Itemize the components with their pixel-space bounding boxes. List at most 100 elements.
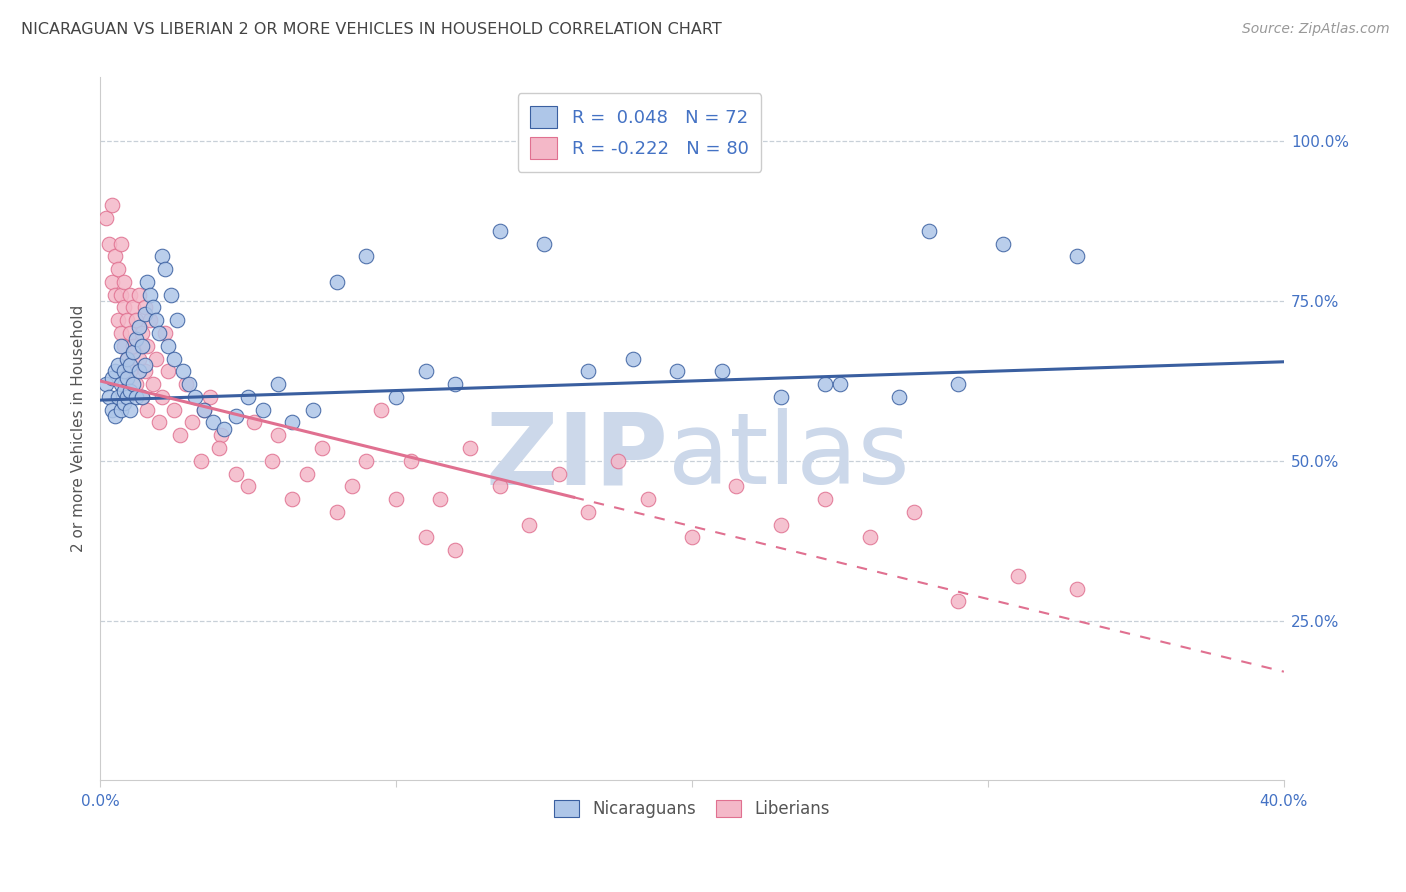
Point [637, 492, 659, 507]
Point [172, 364, 194, 378]
Point [356, 249, 378, 263]
Point [124, 390, 146, 404]
Point [243, 416, 266, 430]
Point [607, 454, 630, 468]
Point [281, 492, 304, 507]
Point [115, 370, 138, 384]
Point [112, 339, 135, 353]
Point [710, 364, 733, 378]
Point [236, 479, 259, 493]
Point [193, 402, 215, 417]
Point [118, 326, 141, 340]
Point [356, 454, 378, 468]
Text: atlas: atlas [668, 409, 910, 506]
Point [225, 409, 247, 423]
Point [121, 301, 143, 315]
Point [107, 262, 129, 277]
Point [429, 492, 451, 507]
Point [136, 402, 159, 417]
Text: NICARAGUAN VS LIBERIAN 2 OR MORE VEHICLES IN HOUSEHOLD CORRELATION CHART: NICARAGUAN VS LIBERIAN 2 OR MORE VEHICLE… [21, 22, 721, 37]
Point [134, 301, 156, 315]
Point [370, 402, 392, 417]
Point [112, 275, 135, 289]
Point [547, 467, 569, 481]
Point [124, 377, 146, 392]
Point [211, 428, 233, 442]
Point [94, 377, 117, 392]
Legend: Nicaraguans, Liberians: Nicaraguans, Liberians [547, 793, 837, 825]
Point [225, 467, 247, 481]
Point [136, 275, 159, 289]
Point [444, 543, 467, 558]
Point [148, 326, 170, 340]
Point [214, 422, 236, 436]
Point [415, 364, 437, 378]
Point [267, 428, 290, 442]
Point [112, 364, 135, 378]
Point [311, 441, 333, 455]
Point [107, 390, 129, 404]
Point [131, 390, 153, 404]
Point [128, 287, 150, 301]
Point [1066, 582, 1088, 596]
Point [145, 313, 167, 327]
Point [115, 313, 138, 327]
Point [157, 364, 180, 378]
Point [134, 358, 156, 372]
Point [1007, 569, 1029, 583]
Point [115, 351, 138, 366]
Point [814, 377, 837, 392]
Point [110, 326, 132, 340]
Point [155, 326, 177, 340]
Point [94, 211, 117, 225]
Point [533, 236, 555, 251]
Point [104, 364, 127, 378]
Point [1066, 249, 1088, 263]
Y-axis label: 2 or more Vehicles in Household: 2 or more Vehicles in Household [72, 305, 86, 552]
Point [193, 402, 215, 417]
Point [101, 198, 124, 212]
Point [121, 339, 143, 353]
Point [118, 358, 141, 372]
Point [184, 390, 207, 404]
Point [385, 390, 408, 404]
Point [163, 402, 186, 417]
Point [110, 402, 132, 417]
Point [918, 224, 941, 238]
Point [578, 364, 600, 378]
Point [150, 390, 173, 404]
Point [104, 287, 127, 301]
Point [118, 384, 141, 398]
Point [121, 377, 143, 392]
Point [326, 275, 349, 289]
Point [142, 377, 165, 392]
Point [681, 531, 703, 545]
Point [889, 390, 911, 404]
Point [174, 377, 197, 392]
Point [107, 313, 129, 327]
Point [948, 377, 970, 392]
Point [169, 428, 191, 442]
Point [180, 416, 202, 430]
Point [134, 307, 156, 321]
Point [104, 409, 127, 423]
Point [112, 384, 135, 398]
Point [769, 517, 792, 532]
Point [134, 364, 156, 378]
Point [725, 479, 748, 493]
Point [118, 287, 141, 301]
Point [326, 505, 349, 519]
Point [948, 594, 970, 608]
Point [260, 454, 283, 468]
Point [177, 377, 200, 392]
Point [98, 390, 121, 404]
Point [858, 531, 880, 545]
Text: Source: ZipAtlas.com: Source: ZipAtlas.com [1241, 22, 1389, 37]
Point [488, 224, 510, 238]
Point [281, 416, 304, 430]
Point [340, 479, 363, 493]
Point [157, 339, 180, 353]
Point [131, 390, 153, 404]
Point [252, 402, 274, 417]
Point [104, 249, 127, 263]
